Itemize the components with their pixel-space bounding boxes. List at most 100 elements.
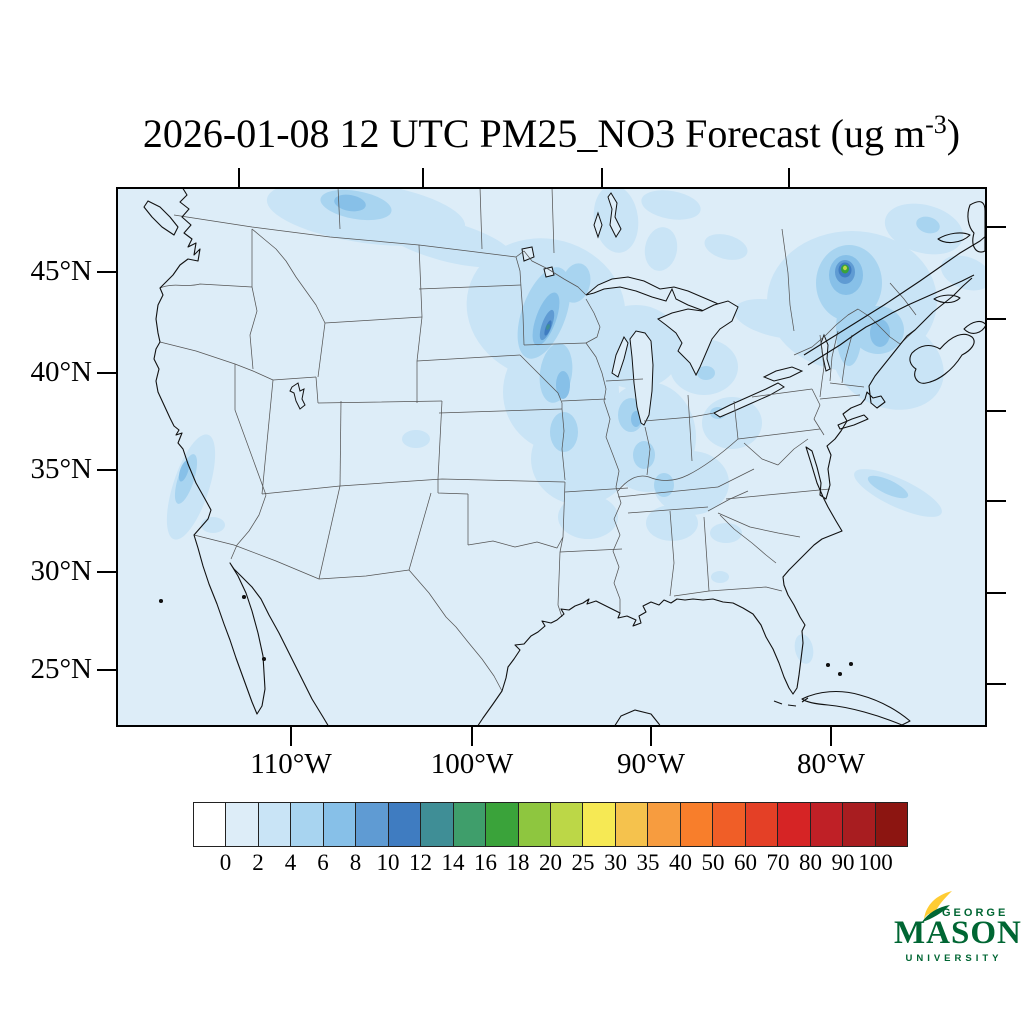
axis-tick — [97, 372, 116, 374]
gmu-leaf-icon — [922, 891, 952, 922]
colorbar-cell — [713, 803, 746, 846]
axis-tick — [471, 727, 473, 746]
axis-tick — [422, 168, 424, 187]
red-lake — [543, 266, 555, 278]
axis-tick — [238, 168, 240, 187]
st-lawrence-south-shore — [807, 274, 975, 366]
axis-tick — [601, 168, 603, 187]
gulf-islet — [261, 656, 267, 662]
lat-axis-label: 25°N — [30, 653, 92, 685]
coastlines — [143, 187, 987, 727]
prince-edward-island — [933, 294, 961, 304]
nova-scotia — [909, 333, 975, 384]
vancouver-island — [143, 200, 179, 236]
colorbar-cell — [258, 803, 292, 846]
colorbar-cell — [843, 803, 876, 846]
colorbar-cell — [680, 803, 714, 846]
lat-axis-label: 35°N — [30, 453, 92, 485]
lat-axis-label: 30°N — [30, 555, 92, 587]
colorbar-tick-label: 100 — [858, 850, 893, 875]
axis-tick — [788, 168, 790, 187]
colorbar-cell — [194, 803, 227, 846]
lon-axis-label: 110°W — [250, 748, 332, 780]
st-lawrence-north-shore — [803, 234, 987, 356]
colorbar — [193, 802, 908, 847]
florida-keys — [773, 697, 809, 707]
colorbar-cell — [486, 803, 519, 846]
gulf-islet — [241, 594, 247, 600]
axis-tick — [987, 683, 1006, 685]
page-title: 2026-01-08 12 UTC PM25_NO3 Forecast (ug … — [116, 110, 987, 157]
lake-winnipeg — [607, 192, 622, 239]
logo-george: GEORGE — [942, 907, 1009, 919]
colorbar-tick-label: 12 — [409, 850, 432, 875]
colorbar-cell — [810, 803, 844, 846]
lake-erie — [713, 382, 785, 418]
axis-tick — [987, 226, 1006, 228]
colorbar-cell — [745, 803, 779, 846]
anticosti-island — [937, 232, 971, 244]
colorbar-cell — [778, 803, 811, 846]
colorbar-cell — [291, 803, 324, 846]
bahamas-island — [837, 671, 843, 677]
colorbar-tick-label: 35 — [636, 850, 660, 875]
lon-axis-label: 90°W — [617, 748, 685, 780]
lat-axis-label: 40°N — [30, 356, 92, 388]
lake-ontario — [762, 366, 804, 382]
map-frame — [116, 187, 987, 727]
great-salt-lake — [289, 382, 306, 410]
colorbar-tick-label: 80 — [799, 850, 822, 875]
axis-tick — [97, 271, 116, 273]
lake-manitoba — [593, 211, 603, 239]
yucatan — [613, 709, 662, 727]
title-suffix: ) — [946, 111, 961, 156]
title-text: 2026-01-08 12 UTC PM25_NO3 Forecast (ug … — [142, 111, 926, 156]
colorbar-tick-label: 8 — [349, 850, 362, 875]
gulf-atlantic-coast — [476, 277, 973, 727]
map-svg — [116, 187, 987, 727]
colorbar-cell — [875, 803, 907, 846]
pollution-hotspot-core — [843, 265, 847, 271]
colorbar-tick-label: 40 — [669, 850, 692, 875]
title-exponent: -3 — [925, 110, 947, 139]
bahamas-island — [825, 662, 831, 668]
colorbar-cell — [356, 803, 389, 846]
axis-tick — [987, 500, 1006, 502]
colorbar-tick-label: 18 — [506, 850, 530, 875]
pacific-coast — [153, 187, 330, 727]
colorbar-cell — [453, 803, 487, 846]
colorbar-cell — [323, 803, 357, 846]
colorbar-cell — [226, 803, 259, 846]
lake-huron — [657, 300, 739, 377]
newfoundland — [967, 201, 986, 253]
colorbar-tick-label: 14 — [441, 850, 465, 875]
axis-tick — [987, 592, 1006, 594]
colorbar-cell — [550, 803, 584, 846]
colorbar-tick-label: 30 — [604, 850, 627, 875]
colorbar-tick-label: 2 — [252, 850, 264, 875]
axis-tick — [650, 727, 652, 746]
colorbar-tick-label: 20 — [539, 850, 562, 875]
bahamas-island — [848, 661, 854, 667]
forecast-map — [116, 187, 987, 727]
colorbar-tick-label: 60 — [734, 850, 757, 875]
gmu-logo: GEORGE MASON UNIVERSITY — [890, 891, 1021, 977]
colorbar-tick-label: 16 — [474, 850, 497, 875]
axis-tick — [97, 469, 116, 471]
colorbar-cell — [583, 803, 616, 846]
pacific-islet — [158, 598, 164, 604]
colorbar-tick-label: 25 — [571, 850, 595, 875]
axis-tick — [97, 669, 116, 671]
colorbar-tick-label: 4 — [284, 850, 297, 875]
colorbar-tick-label: 90 — [831, 850, 855, 875]
pollution-core-minnesota — [546, 324, 550, 330]
colorbar-cell — [615, 803, 649, 846]
long-island — [837, 414, 869, 430]
lake-of-the-woods — [521, 246, 535, 262]
colorbar-tick-label: 10 — [376, 850, 400, 875]
colorbar-tick-label: 70 — [766, 850, 790, 875]
colorbar-cell — [421, 803, 454, 846]
colorbar-tick-label: 0 — [219, 850, 232, 875]
colorbar-cell — [388, 803, 422, 846]
colorbar-cell — [518, 803, 551, 846]
